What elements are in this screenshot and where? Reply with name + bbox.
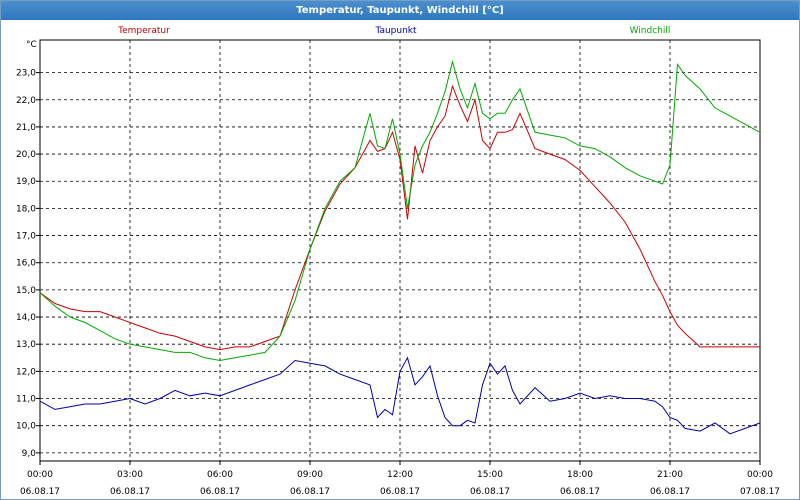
x-tick-date-label: 06.08.17 (290, 487, 330, 497)
y-axis-ticks: 9,0 10,0 11,0 12,0 13,0 14,0 15,0 16,0 17,0 18,0 1… (16, 69, 40, 459)
x-tick-date-label: 06.08.17 (380, 487, 420, 497)
y-tick-label: 20,0 (16, 150, 36, 160)
x-tick-time-label: 15:00 (477, 470, 503, 480)
y-tick-label: 14,0 (16, 313, 36, 323)
series-line-taupunkt (39, 356, 761, 435)
y-tick-label: 15,0 (16, 286, 36, 296)
legend-item-windchill: Windchill (630, 26, 671, 36)
x-tick-time-label: 21:00 (657, 470, 683, 480)
x-tick-time-label: 00:00 (27, 470, 53, 480)
y-axis-unit-label: °C (26, 40, 37, 50)
x-tick-time-label: 03:00 (117, 470, 143, 480)
x-tick-time-label: 09:00 (297, 470, 323, 480)
y-tick-label: 12,0 (16, 367, 36, 377)
y-tick-label: 17,0 (16, 232, 36, 242)
y-tick-label: 18,0 (16, 204, 36, 214)
x-tick-date-label: 06.08.17 (200, 487, 240, 497)
y-tick-label: 9,0 (22, 449, 37, 459)
y-tick-label: 10,0 (16, 422, 36, 432)
x-tick-time-label: 12:00 (387, 470, 413, 480)
x-tick-date-label: 06.08.17 (470, 487, 510, 497)
y-tick-label: 19,0 (16, 177, 36, 187)
legend: Temperatur Taupunkt Windchill (117, 26, 670, 36)
window-title: Temperatur, Taupunkt, Windchill [°C] (1, 1, 799, 20)
y-tick-label: 23,0 (16, 69, 36, 79)
x-tick-time-label: 06:00 (207, 470, 233, 480)
x-axis-ticks: 00:00 06.08.17 03:00 06.08.17 06:00 06.08.17 0… (20, 461, 780, 497)
series-line-temperatur (39, 84, 760, 351)
y-tick-label: 13,0 (16, 340, 36, 350)
y-tick-label: 21,0 (16, 123, 36, 133)
y-tick-label: 22,0 (16, 96, 36, 106)
x-tick-date-label: 06.08.17 (110, 487, 150, 497)
x-tick-date-label: 07.08.17 (740, 487, 780, 497)
x-tick-date-label: 06.08.17 (650, 487, 690, 497)
y-tick-label: 11,0 (16, 395, 36, 405)
grid (40, 40, 760, 461)
x-tick-time-label: 18:00 (567, 470, 593, 480)
legend-item-taupunkt: Taupunkt (374, 26, 417, 36)
series-lines (39, 59, 761, 435)
series-line-windchill (39, 59, 761, 362)
y-tick-label: 16,0 (16, 259, 36, 269)
x-tick-time-label: 00:00 (747, 470, 773, 480)
legend-item-temperatur: Temperatur (117, 26, 170, 36)
x-tick-date-label: 06.08.17 (560, 487, 600, 497)
x-tick-date-label: 06.08.17 (20, 487, 60, 497)
